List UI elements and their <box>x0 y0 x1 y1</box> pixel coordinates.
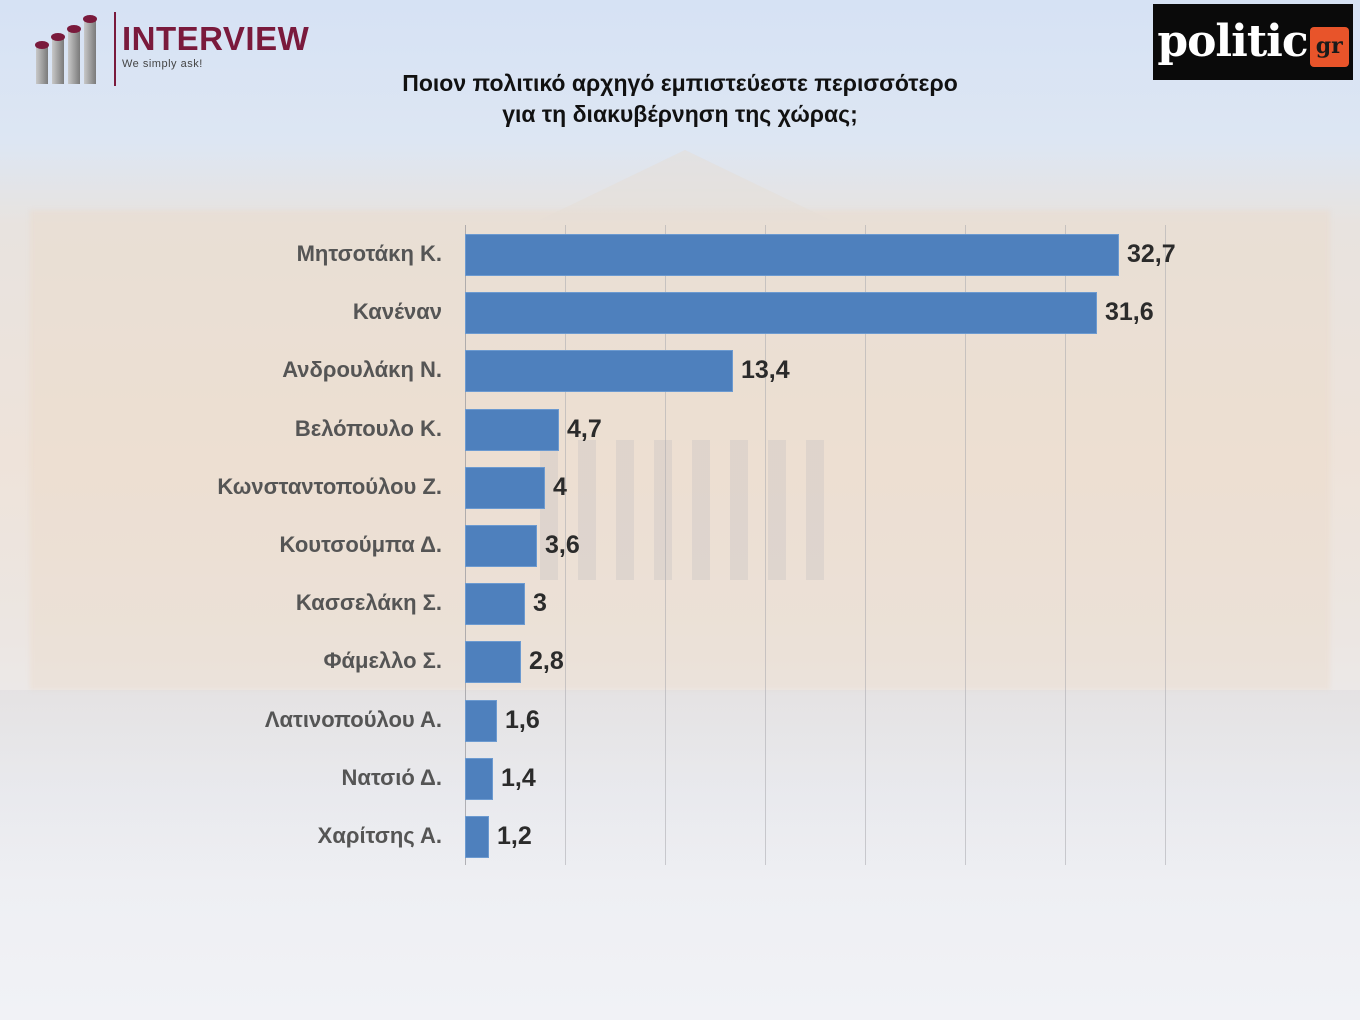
chart-title-line-2: για τη διακυβέρνηση της χώρας; <box>502 101 858 127</box>
category-label: Κουτσούμπα Δ. <box>279 532 442 557</box>
chart-title: Ποιον πολιτικό αρχηγό εμπιστεύεστε περισ… <box>280 68 1080 130</box>
interview-logo: INTERVIEW We simply ask! <box>34 12 309 92</box>
category-label: Κωνσταντοπούλου Ζ. <box>217 473 442 499</box>
chart-title-line-1: Ποιον πολιτικό αρχηγό εμπιστεύεστε περισ… <box>402 70 958 96</box>
interview-logo-title: INTERVIEW <box>122 20 310 57</box>
category-label: Νατσιό Δ. <box>341 764 442 790</box>
value-label: 2,8 <box>529 647 564 676</box>
bar <box>465 408 559 451</box>
logo-bar <box>67 25 81 84</box>
logo-bar <box>35 41 49 84</box>
background-pediment <box>540 150 830 220</box>
value-label: 1,2 <box>497 822 532 850</box>
value-label: 4 <box>553 472 567 501</box>
category-label: Χαρίτσης Α. <box>317 823 442 848</box>
politic-logo-text: politic <box>1157 16 1308 67</box>
category-label: Λατινοπούλου Α. <box>264 706 442 732</box>
gridline <box>865 225 866 865</box>
bar-chart-logo-icon <box>34 12 106 84</box>
value-label: 1,4 <box>501 763 536 792</box>
logo-divider <box>114 12 116 86</box>
bar <box>465 350 733 393</box>
gridline <box>1165 225 1166 865</box>
politic-logo-suffix: gr <box>1309 27 1349 67</box>
interview-logo-tagline: We simply ask! <box>122 58 203 70</box>
background-ground <box>0 690 1360 890</box>
value-label: 1,6 <box>505 705 540 734</box>
bar <box>465 292 1097 335</box>
gridline <box>765 225 766 865</box>
value-label: 13,4 <box>741 356 790 385</box>
bar-chart-plot-area: 32,7 31,6 13,4 4,7 4 3,6 3 2,8 1,6 1,4 1,2 <box>465 225 1185 865</box>
bar <box>465 641 521 684</box>
bar <box>465 466 545 509</box>
value-label: 3 <box>533 589 547 618</box>
background-columns <box>540 440 840 580</box>
gridline <box>965 225 966 865</box>
gridline <box>665 225 666 865</box>
background-parliament-image <box>30 210 1330 690</box>
category-label: Ανδρουλάκη Ν. <box>282 357 442 383</box>
gridline <box>565 225 566 865</box>
value-label: 3,6 <box>545 531 580 559</box>
value-label: 32,7 <box>1127 240 1176 268</box>
bar <box>465 583 525 626</box>
logo-bar <box>51 33 65 84</box>
category-label: Κασσελάκη Σ. <box>295 590 442 616</box>
politic-gr-logo: politic gr <box>1153 4 1353 80</box>
bar <box>465 757 493 800</box>
logo-bar <box>83 15 97 84</box>
value-label: 4,7 <box>567 414 602 443</box>
bar <box>465 234 1119 276</box>
category-label: Φάμελλο Σ. <box>323 648 442 674</box>
bar <box>465 699 497 742</box>
gridline <box>1065 225 1066 865</box>
category-label: Κανέναν <box>352 299 442 325</box>
bar <box>465 525 537 567</box>
category-label: Βελόπουλο Κ. <box>294 415 442 441</box>
category-label: Μητσοτάκη Κ. <box>296 241 442 266</box>
value-label: 31,6 <box>1105 298 1154 327</box>
bar <box>465 816 489 858</box>
